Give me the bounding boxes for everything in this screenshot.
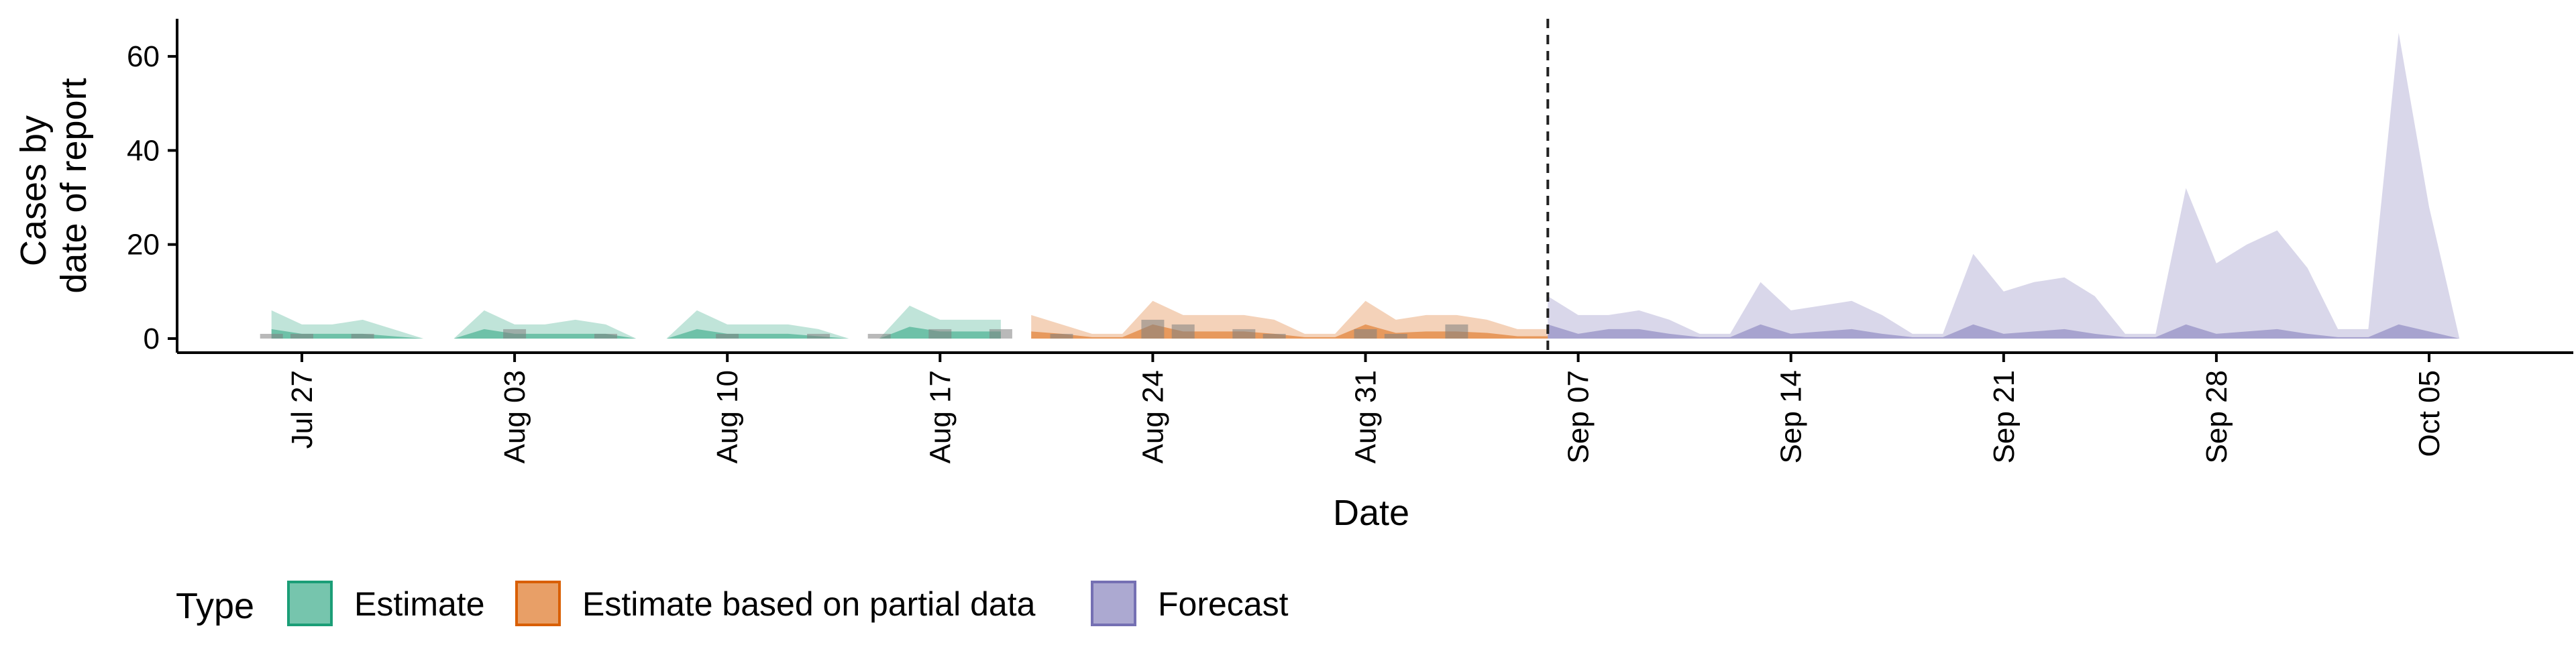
y-tick-label: 20 xyxy=(127,229,160,261)
y-tick-label: 40 xyxy=(127,134,160,167)
x-tick-label: Aug 24 xyxy=(1136,370,1169,463)
bands-layer xyxy=(271,33,2460,339)
x-tick-label: Aug 17 xyxy=(924,370,957,463)
x-tick-label: Aug 10 xyxy=(711,370,744,463)
observed-bar xyxy=(290,333,313,339)
y-tick-label: 60 xyxy=(127,40,160,73)
y-tick-label: 0 xyxy=(144,322,160,355)
x-axis-ticks: Jul 27 Aug 03 Aug 10 Aug 17 Aug 24 Aug 31 Sep … xyxy=(286,353,2446,463)
observed-bar xyxy=(1445,324,1468,339)
legend-label-estimate: Estimate xyxy=(354,585,485,623)
x-tick-label: Sep 07 xyxy=(1562,370,1595,463)
observed-bar xyxy=(1141,319,1165,339)
y-axis-title-line-2: date of report xyxy=(54,78,94,293)
band-90-forecast xyxy=(1548,33,2460,339)
legend: Type Estimate Estimate based on partial … xyxy=(176,581,1289,626)
observed-bar xyxy=(807,333,830,339)
band-50-estimate xyxy=(271,327,1001,339)
observed-bar xyxy=(260,333,283,339)
legend-key-estimate xyxy=(287,581,333,626)
observed-bars-layer xyxy=(260,319,1468,339)
x-tick-label: Sep 21 xyxy=(1988,370,2021,463)
observed-bar xyxy=(1232,329,1256,339)
band-50-forecast xyxy=(1548,324,2460,339)
observed-bar xyxy=(594,333,617,339)
y-axis-title: Cases by date of report xyxy=(13,78,94,293)
legend-key-partial xyxy=(515,581,561,626)
x-tick-label: Jul 27 xyxy=(286,370,319,449)
x-tick-label: Aug 03 xyxy=(498,370,531,463)
observed-bar xyxy=(351,333,374,339)
legend-title: Type xyxy=(176,586,254,626)
x-tick-label: Aug 31 xyxy=(1350,370,1383,463)
legend-key-forecast xyxy=(1091,581,1136,626)
observed-bar xyxy=(1050,333,1073,339)
x-tick-label: Oct 05 xyxy=(2413,370,2446,457)
x-tick-label: Sep 14 xyxy=(1775,370,1808,463)
observed-bar xyxy=(1171,324,1195,339)
observed-bar xyxy=(503,329,527,339)
observed-bar xyxy=(1263,333,1286,339)
observed-bar xyxy=(716,333,739,339)
observed-bar xyxy=(1354,329,1377,339)
legend-label-partial: Estimate based on partial data xyxy=(582,585,1036,623)
x-axis-title: Date xyxy=(1333,493,1409,533)
legend-label-forecast: Forecast xyxy=(1158,585,1289,623)
y-axis-title-line-1: Cases by xyxy=(13,115,54,266)
x-tick-label: Sep 28 xyxy=(2200,370,2233,463)
observed-bar xyxy=(928,329,952,339)
observed-bar xyxy=(867,333,891,339)
observed-bar xyxy=(989,329,1012,339)
observed-bar xyxy=(1384,333,1407,339)
y-axis-ticks: 0 20 40 60 xyxy=(127,40,177,355)
band-90-estimate xyxy=(271,305,1001,339)
